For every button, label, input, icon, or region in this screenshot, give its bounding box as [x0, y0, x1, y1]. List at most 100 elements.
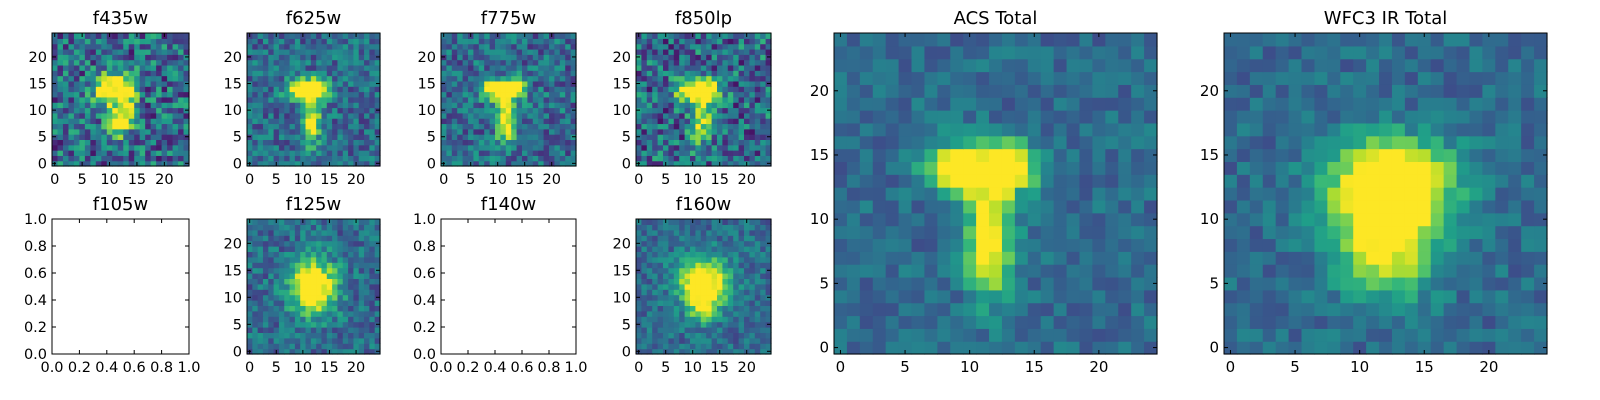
heatmap-cell: [859, 199, 874, 214]
heatmap-cell: [348, 128, 354, 135]
heatmap-cell: [134, 48, 141, 55]
heatmap-cell: [1379, 341, 1393, 355]
heatmap-cell: [516, 38, 523, 45]
heatmap-cell: [641, 332, 648, 339]
heatmap-cell: [321, 48, 328, 55]
heatmap-cell: [1288, 225, 1303, 240]
heatmap-cell: [522, 139, 528, 146]
heatmap-cell: [451, 123, 458, 130]
heatmap-cell: [989, 33, 1003, 47]
heatmap-cell: [924, 174, 938, 188]
heatmap-cell: [289, 118, 296, 125]
heatmap-cell: [706, 59, 713, 66]
heatmap-cell: [744, 300, 750, 306]
heatmap-cell: [690, 246, 696, 252]
y-tick-label: 15: [613, 77, 631, 93]
heatmap-cell: [156, 38, 163, 45]
heatmap-cell: [1001, 251, 1016, 265]
heatmap-cell: [300, 112, 307, 119]
heatmap-cell: [1027, 212, 1042, 227]
heatmap-cell: [326, 75, 333, 82]
heatmap-cell: [451, 128, 458, 135]
heatmap-cell: [911, 97, 926, 111]
heatmap-cell: [289, 96, 296, 103]
heatmap-cell: [134, 123, 141, 130]
heatmap-cell: [101, 91, 108, 98]
heatmap-cell: [679, 144, 686, 151]
heatmap-cell: [684, 273, 691, 279]
heatmap-cell: [1079, 328, 1093, 342]
heatmap-cell: [300, 294, 307, 301]
heatmap-cell: [374, 64, 381, 71]
heatmap-cell: [733, 332, 740, 339]
x-tick-label: 15: [320, 172, 338, 188]
heatmap-cell: [760, 134, 767, 140]
heatmap-cell: [700, 262, 707, 269]
heatmap-cell: [112, 80, 119, 87]
heatmap-cell: [554, 91, 561, 98]
heatmap-cell: [172, 75, 179, 82]
heatmap-cell: [657, 70, 664, 77]
axes-frame: [440, 32, 577, 167]
heatmap-cell: [364, 310, 370, 317]
heatmap-cell: [1144, 251, 1158, 265]
heatmap-cell: [247, 128, 253, 135]
heatmap-cell: [1105, 341, 1119, 355]
heatmap-cell: [976, 135, 990, 150]
heatmap-cell: [57, 64, 64, 71]
heatmap-cell: [924, 110, 938, 124]
x-tick-label: 15: [320, 360, 338, 376]
heatmap-cell: [278, 316, 285, 323]
heatmap-cell: [717, 150, 723, 156]
heatmap-cell: [73, 150, 80, 156]
heatmap-cell: [278, 273, 285, 279]
heatmap-cell: [139, 38, 146, 45]
heatmap-cell: [885, 33, 900, 47]
heatmap-cell: [342, 219, 349, 225]
heatmap-cell: [695, 332, 702, 339]
heatmap-cell: [123, 43, 130, 50]
heatmap-cell: [663, 337, 669, 344]
heatmap-cell: [1288, 238, 1303, 252]
heatmap-cell: [543, 134, 550, 140]
heatmap-cell: [754, 64, 761, 71]
heatmap-cell: [744, 337, 750, 344]
heatmap-cell: [1275, 276, 1290, 291]
heatmap-cell: [1495, 341, 1509, 355]
heatmap-cell: [106, 91, 113, 98]
heatmap-cell: [457, 86, 464, 93]
heatmap-cell: [106, 118, 113, 125]
heatmap-cell: [79, 123, 86, 130]
heatmap-cell: [95, 155, 102, 162]
heatmap-cell: [911, 135, 926, 150]
heatmap-cell: [62, 144, 70, 151]
heatmap-cell: [950, 302, 964, 317]
heatmap-cell: [284, 86, 291, 93]
x-tick-label: 0.0: [40, 360, 63, 376]
heatmap-cell: [527, 107, 534, 114]
heatmap-cell: [733, 251, 740, 258]
heatmap-cell: [84, 59, 91, 66]
heatmap-cell: [305, 64, 312, 71]
heatmap-cell: [522, 150, 528, 156]
heatmap-cell: [711, 229, 718, 236]
heatmap-cell: [294, 118, 301, 125]
heatmap-cell: [668, 321, 675, 328]
heatmap-cell: [337, 240, 344, 247]
heatmap-cell: [326, 91, 333, 98]
heatmap-cell: [257, 332, 264, 339]
heatmap-cell: [500, 123, 507, 130]
heatmap-cell: [1443, 212, 1458, 227]
heatmap-cell: [1469, 328, 1483, 342]
heatmap-cell: [646, 289, 653, 296]
heatmap-cell: [183, 112, 190, 119]
heatmap-cell: [733, 337, 740, 344]
heatmap-cell: [885, 110, 900, 124]
heatmap-cell: [1275, 328, 1290, 342]
heatmap-cell: [749, 144, 756, 151]
heatmap-cell: [1495, 251, 1509, 265]
heatmap-cell: [268, 273, 275, 279]
heatmap-cell: [305, 256, 312, 263]
heatmap-cell: [305, 96, 312, 103]
heatmap-cell: [652, 59, 659, 66]
